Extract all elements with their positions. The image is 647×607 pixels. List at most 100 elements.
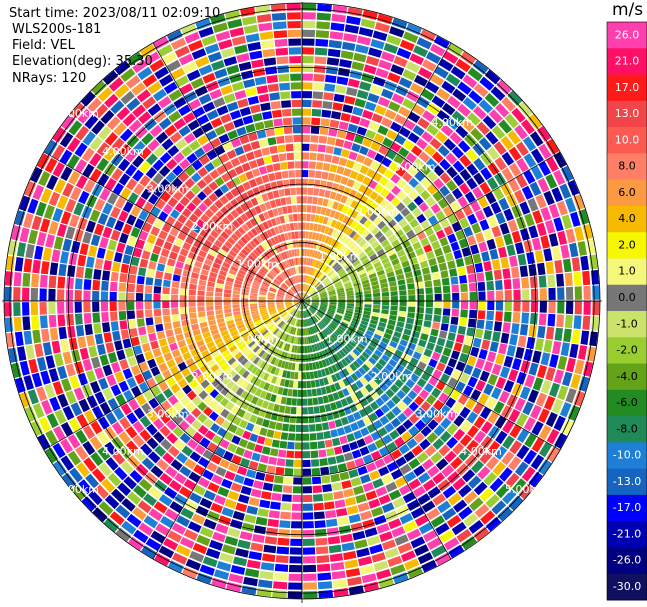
range-gate bbox=[244, 568, 260, 578]
range-gate bbox=[250, 375, 258, 385]
range-gate bbox=[91, 80, 107, 96]
range-gate bbox=[225, 281, 233, 287]
range-gate bbox=[220, 47, 235, 58]
range-gate bbox=[386, 248, 396, 257]
range-gate bbox=[352, 181, 361, 191]
range-gate bbox=[391, 406, 402, 417]
range-gate bbox=[298, 231, 302, 239]
range-gate bbox=[276, 458, 286, 467]
range-gate bbox=[574, 301, 582, 315]
range-gate bbox=[270, 218, 277, 227]
range-gate bbox=[283, 281, 290, 288]
range-gate bbox=[302, 301, 308, 308]
range-gate bbox=[48, 288, 56, 301]
range-gate bbox=[516, 158, 529, 173]
range-gate bbox=[190, 245, 200, 255]
range-gate bbox=[273, 404, 280, 412]
range-gate bbox=[412, 384, 423, 394]
range-gate bbox=[57, 276, 66, 289]
range-gate bbox=[101, 312, 109, 322]
range-gate bbox=[143, 493, 157, 507]
range-gate bbox=[324, 235, 331, 244]
range-gate bbox=[202, 101, 216, 113]
range-gate bbox=[487, 440, 501, 455]
range-gate bbox=[418, 151, 431, 163]
range-gate bbox=[402, 98, 415, 110]
range-gate bbox=[418, 202, 429, 213]
range-gate bbox=[67, 137, 81, 153]
range-gate bbox=[406, 23, 422, 36]
range-gate bbox=[293, 298, 301, 301]
range-gate bbox=[432, 438, 445, 450]
ring-label: 4.00km bbox=[431, 116, 473, 129]
range-gate bbox=[199, 364, 209, 373]
range-gate bbox=[246, 505, 258, 515]
range-gate bbox=[243, 576, 258, 587]
range-gate bbox=[153, 301, 161, 309]
range-gate bbox=[292, 240, 297, 248]
range-gate bbox=[289, 547, 302, 555]
range-gate bbox=[433, 165, 445, 177]
range-gate bbox=[116, 349, 126, 361]
range-gate bbox=[381, 309, 389, 315]
range-gate bbox=[398, 234, 408, 243]
range-gate bbox=[397, 542, 413, 554]
range-gate bbox=[300, 275, 302, 283]
range-gate bbox=[94, 258, 104, 270]
range-gate bbox=[178, 104, 191, 117]
range-gate bbox=[230, 138, 242, 148]
range-gate bbox=[329, 305, 337, 309]
range-gate bbox=[415, 345, 425, 354]
range-gate bbox=[473, 445, 486, 459]
range-gate bbox=[497, 506, 513, 522]
range-gate bbox=[573, 390, 585, 407]
range-gate bbox=[293, 222, 298, 230]
range-gate bbox=[81, 496, 97, 512]
range-gate bbox=[291, 196, 297, 204]
range-gate bbox=[414, 74, 428, 87]
range-gate bbox=[507, 90, 523, 106]
range-gate bbox=[261, 266, 269, 273]
range-gate bbox=[162, 287, 170, 295]
range-gate bbox=[382, 296, 390, 301]
range-gate bbox=[330, 322, 338, 329]
range-gate bbox=[543, 339, 553, 353]
range-gate bbox=[168, 560, 184, 573]
colorbar-swatch bbox=[607, 258, 647, 286]
range-gate bbox=[522, 289, 530, 301]
range-gate bbox=[373, 261, 382, 269]
range-gate bbox=[377, 96, 391, 108]
range-gate bbox=[196, 534, 211, 547]
range-gate bbox=[288, 307, 295, 312]
range-gate bbox=[59, 132, 74, 148]
range-gate bbox=[240, 380, 249, 389]
range-gate bbox=[274, 245, 280, 253]
range-gate bbox=[492, 461, 506, 476]
range-gate bbox=[381, 51, 395, 63]
range-gate bbox=[467, 475, 482, 489]
range-gate bbox=[332, 332, 339, 340]
range-gate bbox=[318, 309, 325, 314]
range-gate bbox=[358, 367, 367, 376]
range-gate bbox=[165, 171, 177, 183]
range-gate bbox=[210, 137, 222, 149]
range-gate bbox=[495, 236, 505, 248]
azimuth-spoke bbox=[43, 151, 303, 302]
range-gate bbox=[250, 140, 261, 150]
range-gate bbox=[271, 492, 282, 501]
range-gate bbox=[323, 279, 330, 285]
range-gate bbox=[40, 188, 53, 204]
range-gate bbox=[331, 364, 338, 373]
range-gate bbox=[197, 296, 205, 301]
range-gate bbox=[256, 272, 264, 279]
range-gate bbox=[338, 255, 345, 263]
range-gate bbox=[304, 337, 307, 345]
range-gate bbox=[329, 119, 340, 129]
range-gate bbox=[215, 313, 224, 320]
range-gate bbox=[278, 331, 284, 339]
range-gate bbox=[236, 340, 245, 348]
range-gate bbox=[521, 277, 530, 289]
range-gate bbox=[237, 323, 245, 330]
range-gate bbox=[413, 45, 429, 58]
range-gate bbox=[373, 296, 381, 301]
